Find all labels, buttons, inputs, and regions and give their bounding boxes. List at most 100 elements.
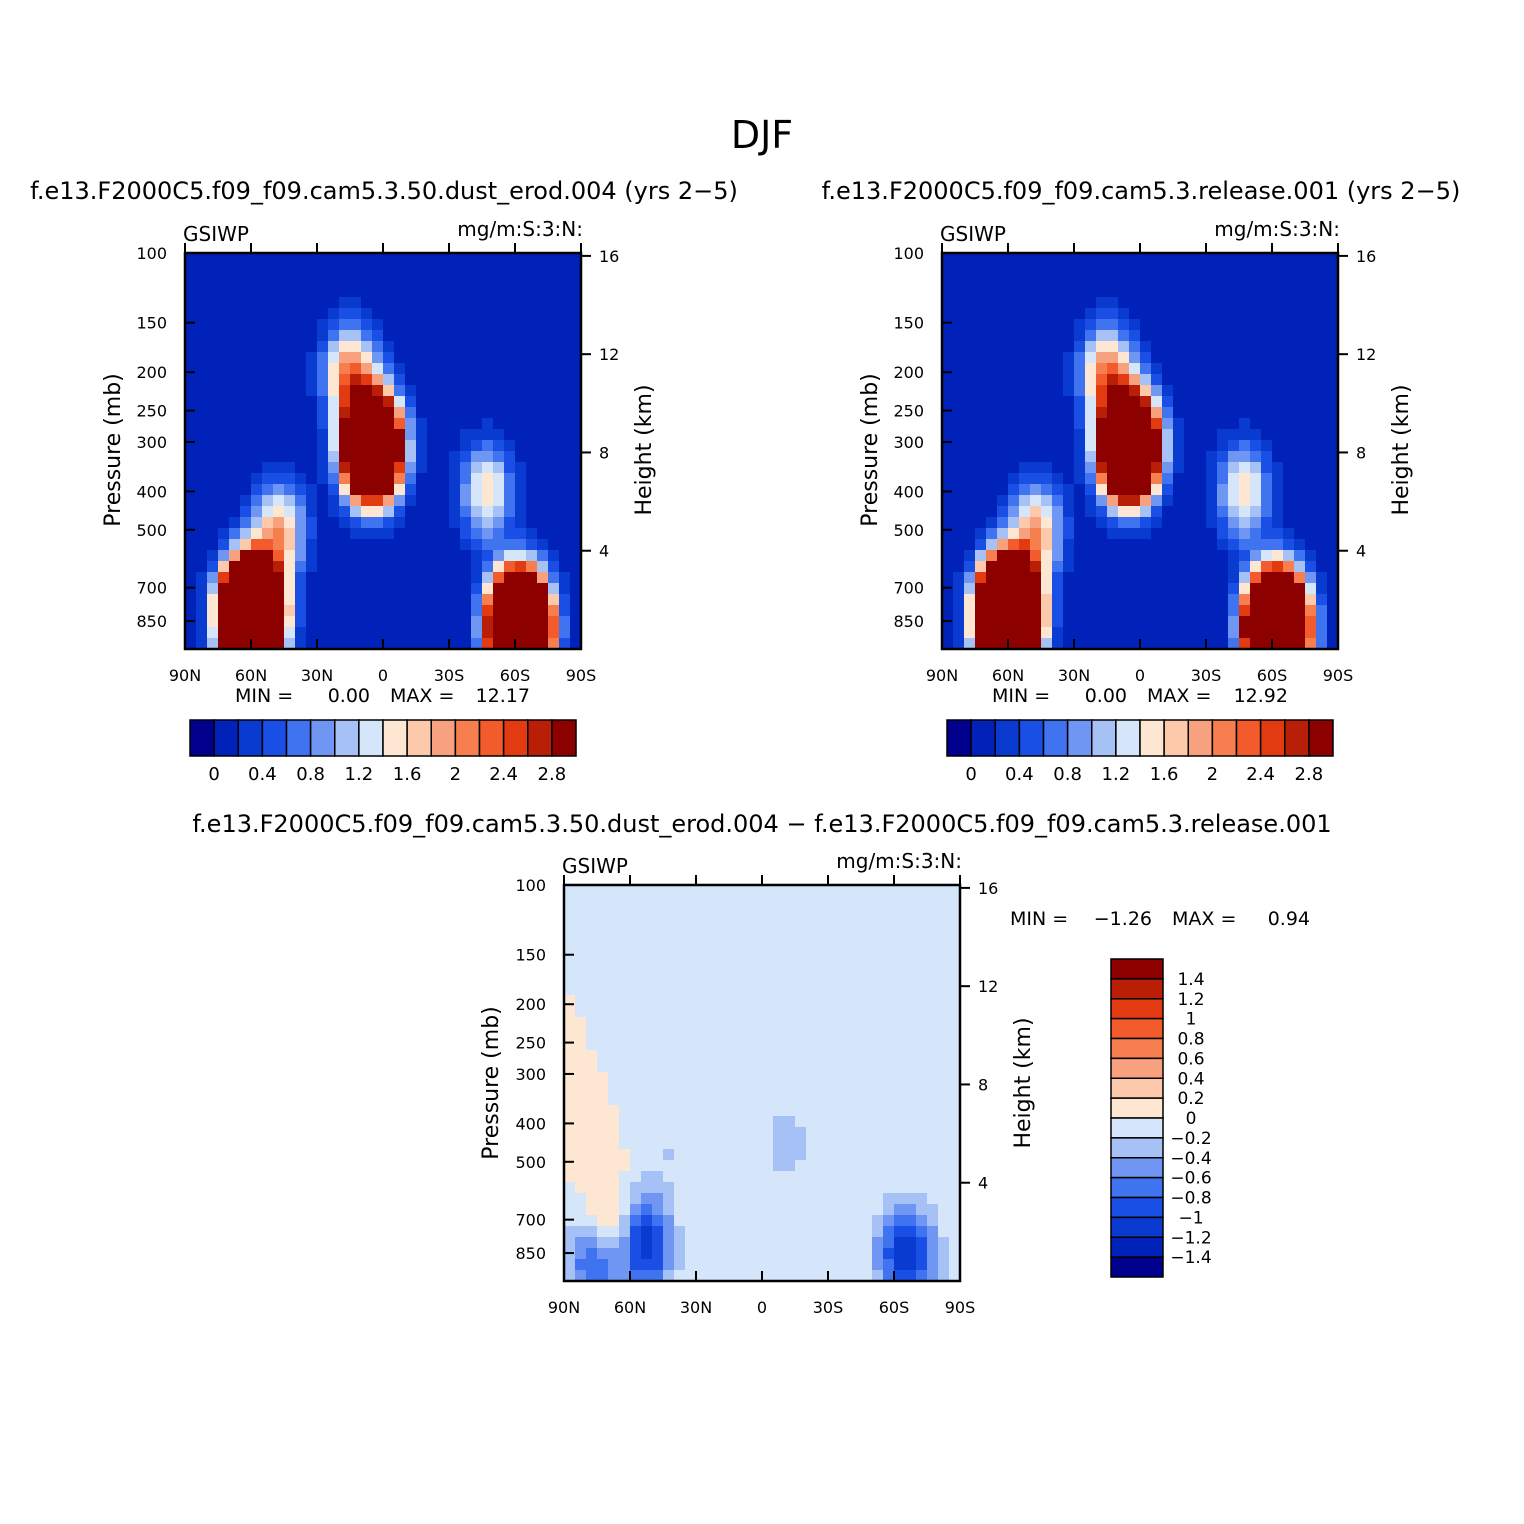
colorbar-box bbox=[527, 719, 553, 757]
heatmap-cell bbox=[894, 1259, 906, 1271]
heatmap-cell bbox=[1272, 616, 1284, 628]
heatmap-cell bbox=[537, 484, 549, 496]
heatmap-cell bbox=[339, 374, 351, 386]
heatmap-cell bbox=[707, 1116, 719, 1128]
y-tick-label: 700 bbox=[136, 579, 167, 598]
heatmap-cell bbox=[707, 1204, 719, 1216]
heatmap-cell bbox=[504, 627, 516, 639]
heatmap-cell bbox=[938, 896, 950, 908]
heatmap-cell bbox=[251, 253, 263, 265]
heatmap-cell bbox=[1195, 462, 1207, 474]
heatmap-cell bbox=[1151, 451, 1163, 463]
heatmap-cell bbox=[1129, 506, 1141, 518]
heatmap-cell bbox=[449, 330, 461, 342]
heatmap-cell bbox=[894, 1215, 906, 1227]
heatmap-cell bbox=[1206, 594, 1218, 606]
heatmap-cell bbox=[586, 1160, 598, 1172]
y-tick-label: 100 bbox=[136, 244, 167, 263]
heatmap-cell bbox=[471, 352, 483, 364]
heatmap-cell bbox=[548, 429, 560, 441]
heatmap-cell bbox=[784, 1105, 796, 1117]
heatmap-cell bbox=[262, 440, 274, 452]
heatmap-cell bbox=[416, 550, 428, 562]
heatmap-cell bbox=[1107, 374, 1119, 386]
heatmap-cell bbox=[251, 297, 263, 309]
heatmap-cell bbox=[383, 429, 395, 441]
heatmap-cell bbox=[438, 572, 450, 584]
heatmap-cell bbox=[229, 352, 241, 364]
heatmap-cell bbox=[350, 396, 362, 408]
heatmap-cell bbox=[729, 1116, 741, 1128]
heatmap-cell bbox=[1261, 462, 1273, 474]
heatmap-cell bbox=[652, 929, 664, 941]
heatmap-cell bbox=[229, 605, 241, 617]
panel-2-variable-label: GSIWP bbox=[940, 222, 1006, 246]
heatmap-cell bbox=[504, 616, 516, 628]
heatmap-cell bbox=[975, 616, 987, 628]
heatmap-cell bbox=[372, 462, 384, 474]
heatmap-cell bbox=[1041, 418, 1053, 430]
heatmap-cell bbox=[438, 286, 450, 298]
heatmap-cell bbox=[894, 1193, 906, 1205]
heatmap-cell bbox=[1096, 638, 1108, 650]
heatmap-cell bbox=[361, 462, 373, 474]
heatmap-cell bbox=[1107, 506, 1119, 518]
heatmap-cell bbox=[942, 286, 954, 298]
heatmap-cell bbox=[570, 396, 582, 408]
heatmap-cell bbox=[262, 473, 274, 485]
heatmap-cell bbox=[564, 984, 576, 996]
heatmap-cell bbox=[372, 528, 384, 540]
heatmap-cell bbox=[526, 396, 538, 408]
heatmap-cell bbox=[372, 374, 384, 386]
heatmap-cell bbox=[1261, 396, 1273, 408]
heatmap-cell bbox=[1250, 418, 1262, 430]
heatmap-cell bbox=[806, 1270, 818, 1282]
heatmap-cell bbox=[306, 429, 318, 441]
heatmap-cell bbox=[1041, 616, 1053, 628]
heatmap-cell bbox=[1206, 440, 1218, 452]
heatmap-cell bbox=[1316, 561, 1328, 573]
heatmap-cell bbox=[416, 275, 428, 287]
heatmap-cell bbox=[1195, 583, 1207, 595]
heatmap-cell bbox=[284, 418, 296, 430]
heatmap-cell bbox=[471, 330, 483, 342]
heatmap-cell bbox=[619, 1248, 631, 1260]
heatmap-cell bbox=[718, 1072, 730, 1084]
heatmap-cell bbox=[306, 473, 318, 485]
panel-2-max-value: 12.92 bbox=[1234, 685, 1288, 707]
heatmap-cell bbox=[1107, 418, 1119, 430]
heatmap-cell bbox=[905, 1105, 917, 1117]
heatmap-cell bbox=[449, 638, 461, 650]
heatmap-cell bbox=[872, 1061, 884, 1073]
heatmap-cell bbox=[1085, 286, 1097, 298]
heatmap-cell bbox=[839, 1061, 851, 1073]
heatmap-cell bbox=[350, 253, 362, 265]
heatmap-cell bbox=[1096, 385, 1108, 397]
heatmap-cell bbox=[828, 1028, 840, 1040]
heatmap-cell bbox=[1063, 253, 1075, 265]
heatmap-cell bbox=[1217, 561, 1229, 573]
heatmap-cell bbox=[883, 1138, 895, 1150]
heatmap-cell bbox=[1063, 275, 1075, 287]
heatmap-cell bbox=[460, 550, 472, 562]
heatmap-cell bbox=[817, 1094, 829, 1106]
heatmap-cell bbox=[1129, 484, 1141, 496]
heatmap-cell bbox=[1316, 418, 1328, 430]
heatmap-cell bbox=[707, 1226, 719, 1238]
heatmap-cell bbox=[986, 429, 998, 441]
heatmap-cell bbox=[317, 473, 329, 485]
heatmap-cell bbox=[1074, 583, 1086, 595]
heatmap-cell bbox=[306, 594, 318, 606]
heatmap-cell bbox=[1041, 583, 1053, 595]
heatmap-cell bbox=[1217, 275, 1229, 287]
heatmap-cell bbox=[953, 275, 965, 287]
heatmap-cell bbox=[361, 275, 373, 287]
heatmap-cell bbox=[773, 984, 785, 996]
colorbar-label: 2.8 bbox=[1295, 764, 1324, 785]
heatmap-cell bbox=[1305, 594, 1317, 606]
heatmap-cell bbox=[416, 627, 428, 639]
heatmap-cell bbox=[916, 885, 928, 897]
heatmap-cell bbox=[1129, 407, 1141, 419]
heatmap-cell bbox=[262, 462, 274, 474]
heatmap-cell bbox=[350, 451, 362, 463]
